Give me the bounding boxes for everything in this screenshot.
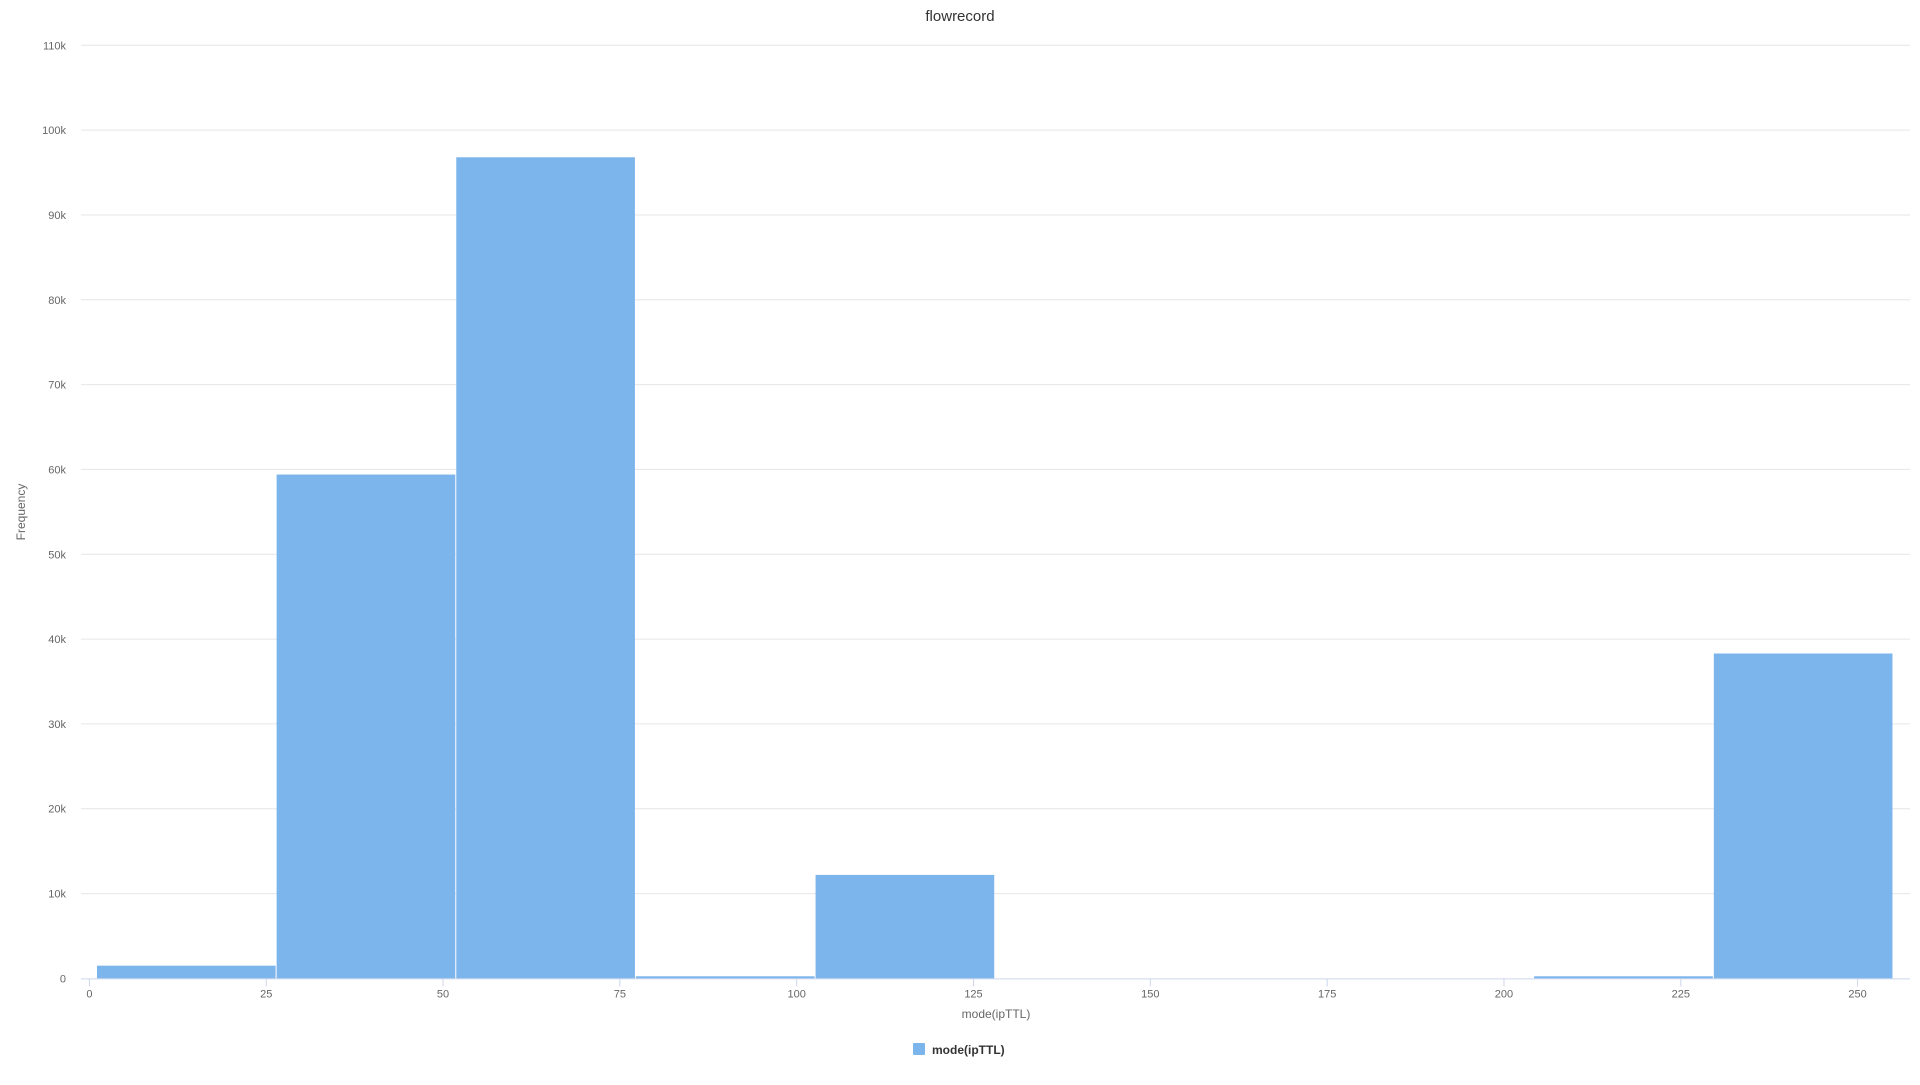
x-axis: 0 25 50 75 100 125 150 175 200 225 250: [81, 978, 1910, 1000]
y-axis-title: Frequency: [14, 484, 28, 541]
y-tick-label: 50k: [48, 549, 66, 561]
x-tick-label: 175: [1318, 988, 1336, 1000]
x-tick-label: 75: [614, 988, 626, 1000]
y-tick-label: 30k: [48, 719, 66, 731]
x-tick-label: 125: [964, 988, 982, 1000]
y-tick-label: 80k: [48, 295, 66, 307]
legend[interactable]: mode(ipTTL): [913, 1043, 1005, 1057]
y-tick-label: 0: [60, 973, 66, 985]
x-tick-label: 100: [788, 988, 806, 1000]
x-axis-title: mode(ipTTL): [962, 1007, 1031, 1021]
x-tick-label: 25: [260, 988, 272, 1000]
y-axis: 0 10k 20k 30k 40k 50k 60k 70k 80k 90k 100k 110k: [42, 40, 66, 985]
x-tick-label: 0: [86, 988, 92, 1000]
y-tick-label: 20k: [48, 804, 66, 816]
histogram-bar: [96, 965, 276, 979]
y-tick-label: 110k: [43, 40, 67, 52]
histogram-bar: [1534, 976, 1713, 979]
legend-label[interactable]: mode(ipTTL): [932, 1043, 1005, 1057]
histogram-bar: [456, 157, 635, 979]
x-tick-label: 250: [1848, 988, 1866, 1000]
bars: [96, 157, 1893, 979]
x-tick-label: 50: [437, 988, 449, 1000]
x-tick-label: 225: [1672, 988, 1690, 1000]
histogram-bar: [1713, 653, 1893, 979]
y-tick-label: 60k: [48, 464, 66, 476]
histogram-bar: [276, 474, 456, 979]
y-tick-label: 90k: [48, 210, 66, 222]
y-tick-label: 100k: [42, 125, 66, 137]
histogram-bar: [815, 874, 995, 979]
legend-swatch: [913, 1043, 925, 1055]
y-tick-label: 10k: [48, 889, 66, 901]
histogram-bar: [635, 976, 815, 979]
x-tick-label: 200: [1495, 988, 1513, 1000]
chart-title: flowrecord: [925, 8, 994, 25]
y-tick-label: 70k: [48, 380, 66, 392]
y-tick-label: 40k: [48, 634, 66, 646]
x-tick-label: 150: [1141, 988, 1159, 1000]
